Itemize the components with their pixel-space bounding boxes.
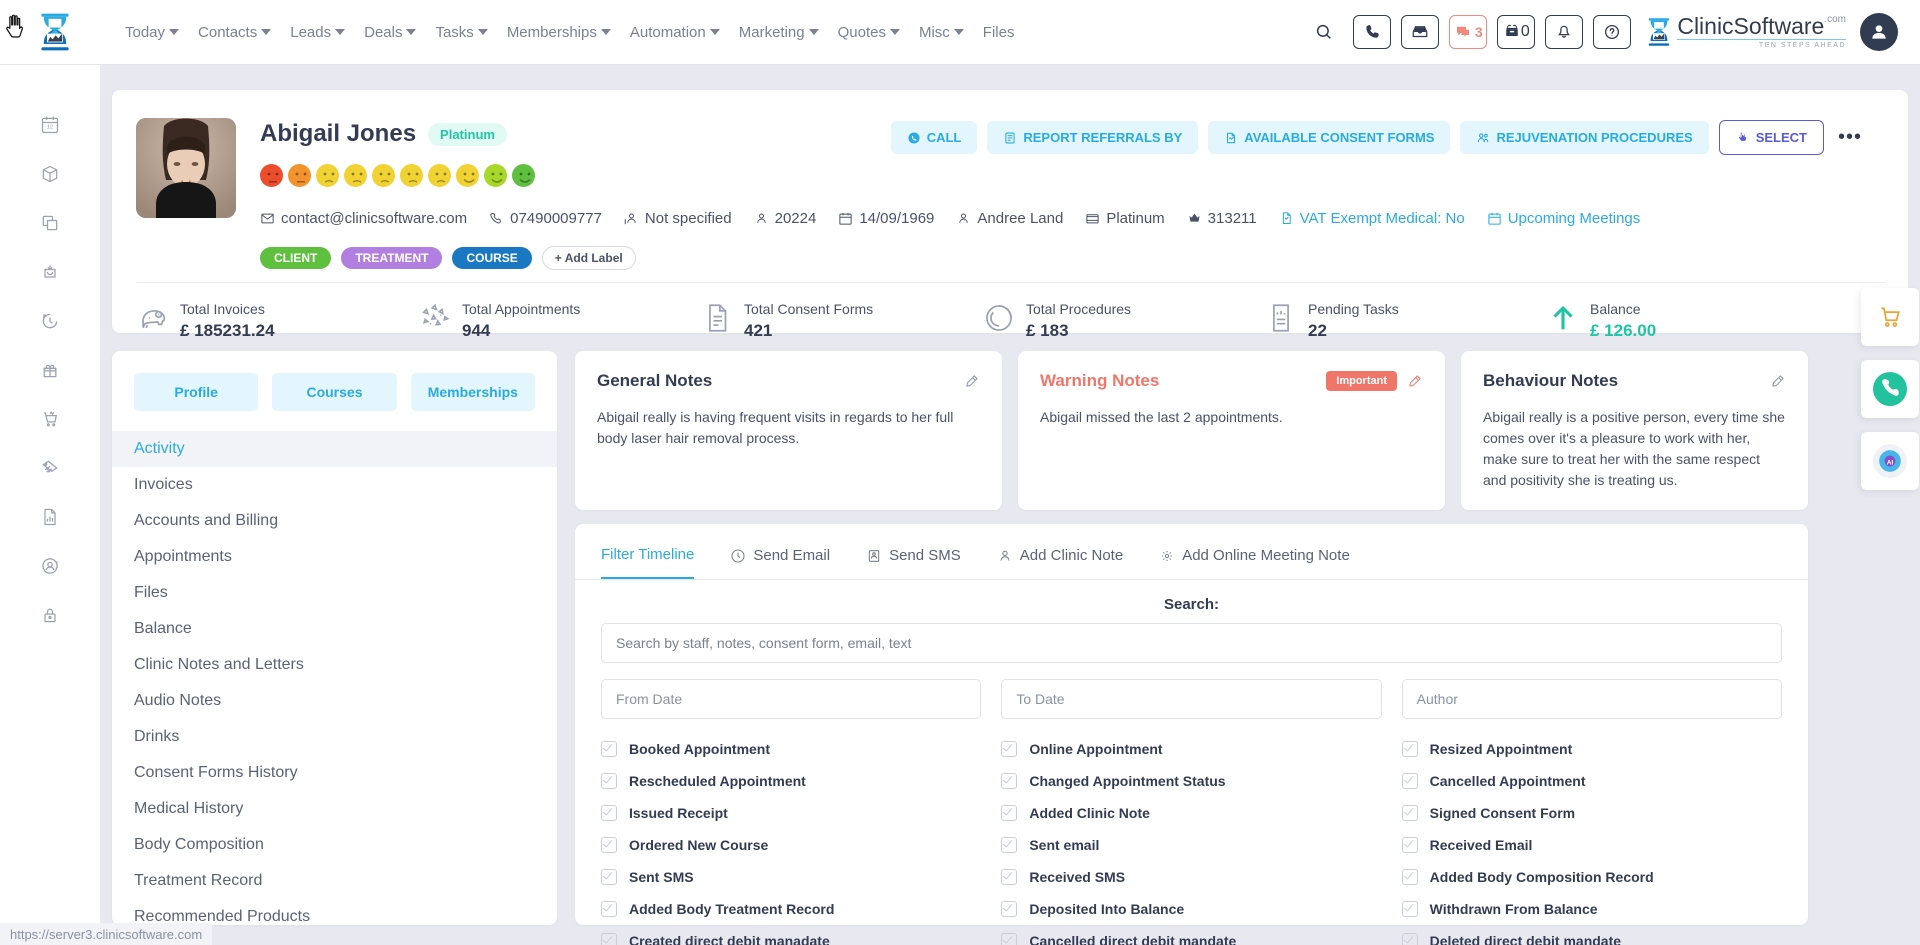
svg-text:$: $	[158, 313, 160, 317]
svg-text:12: 12	[47, 124, 53, 130]
svg-text:AI: AI	[1887, 459, 1894, 466]
